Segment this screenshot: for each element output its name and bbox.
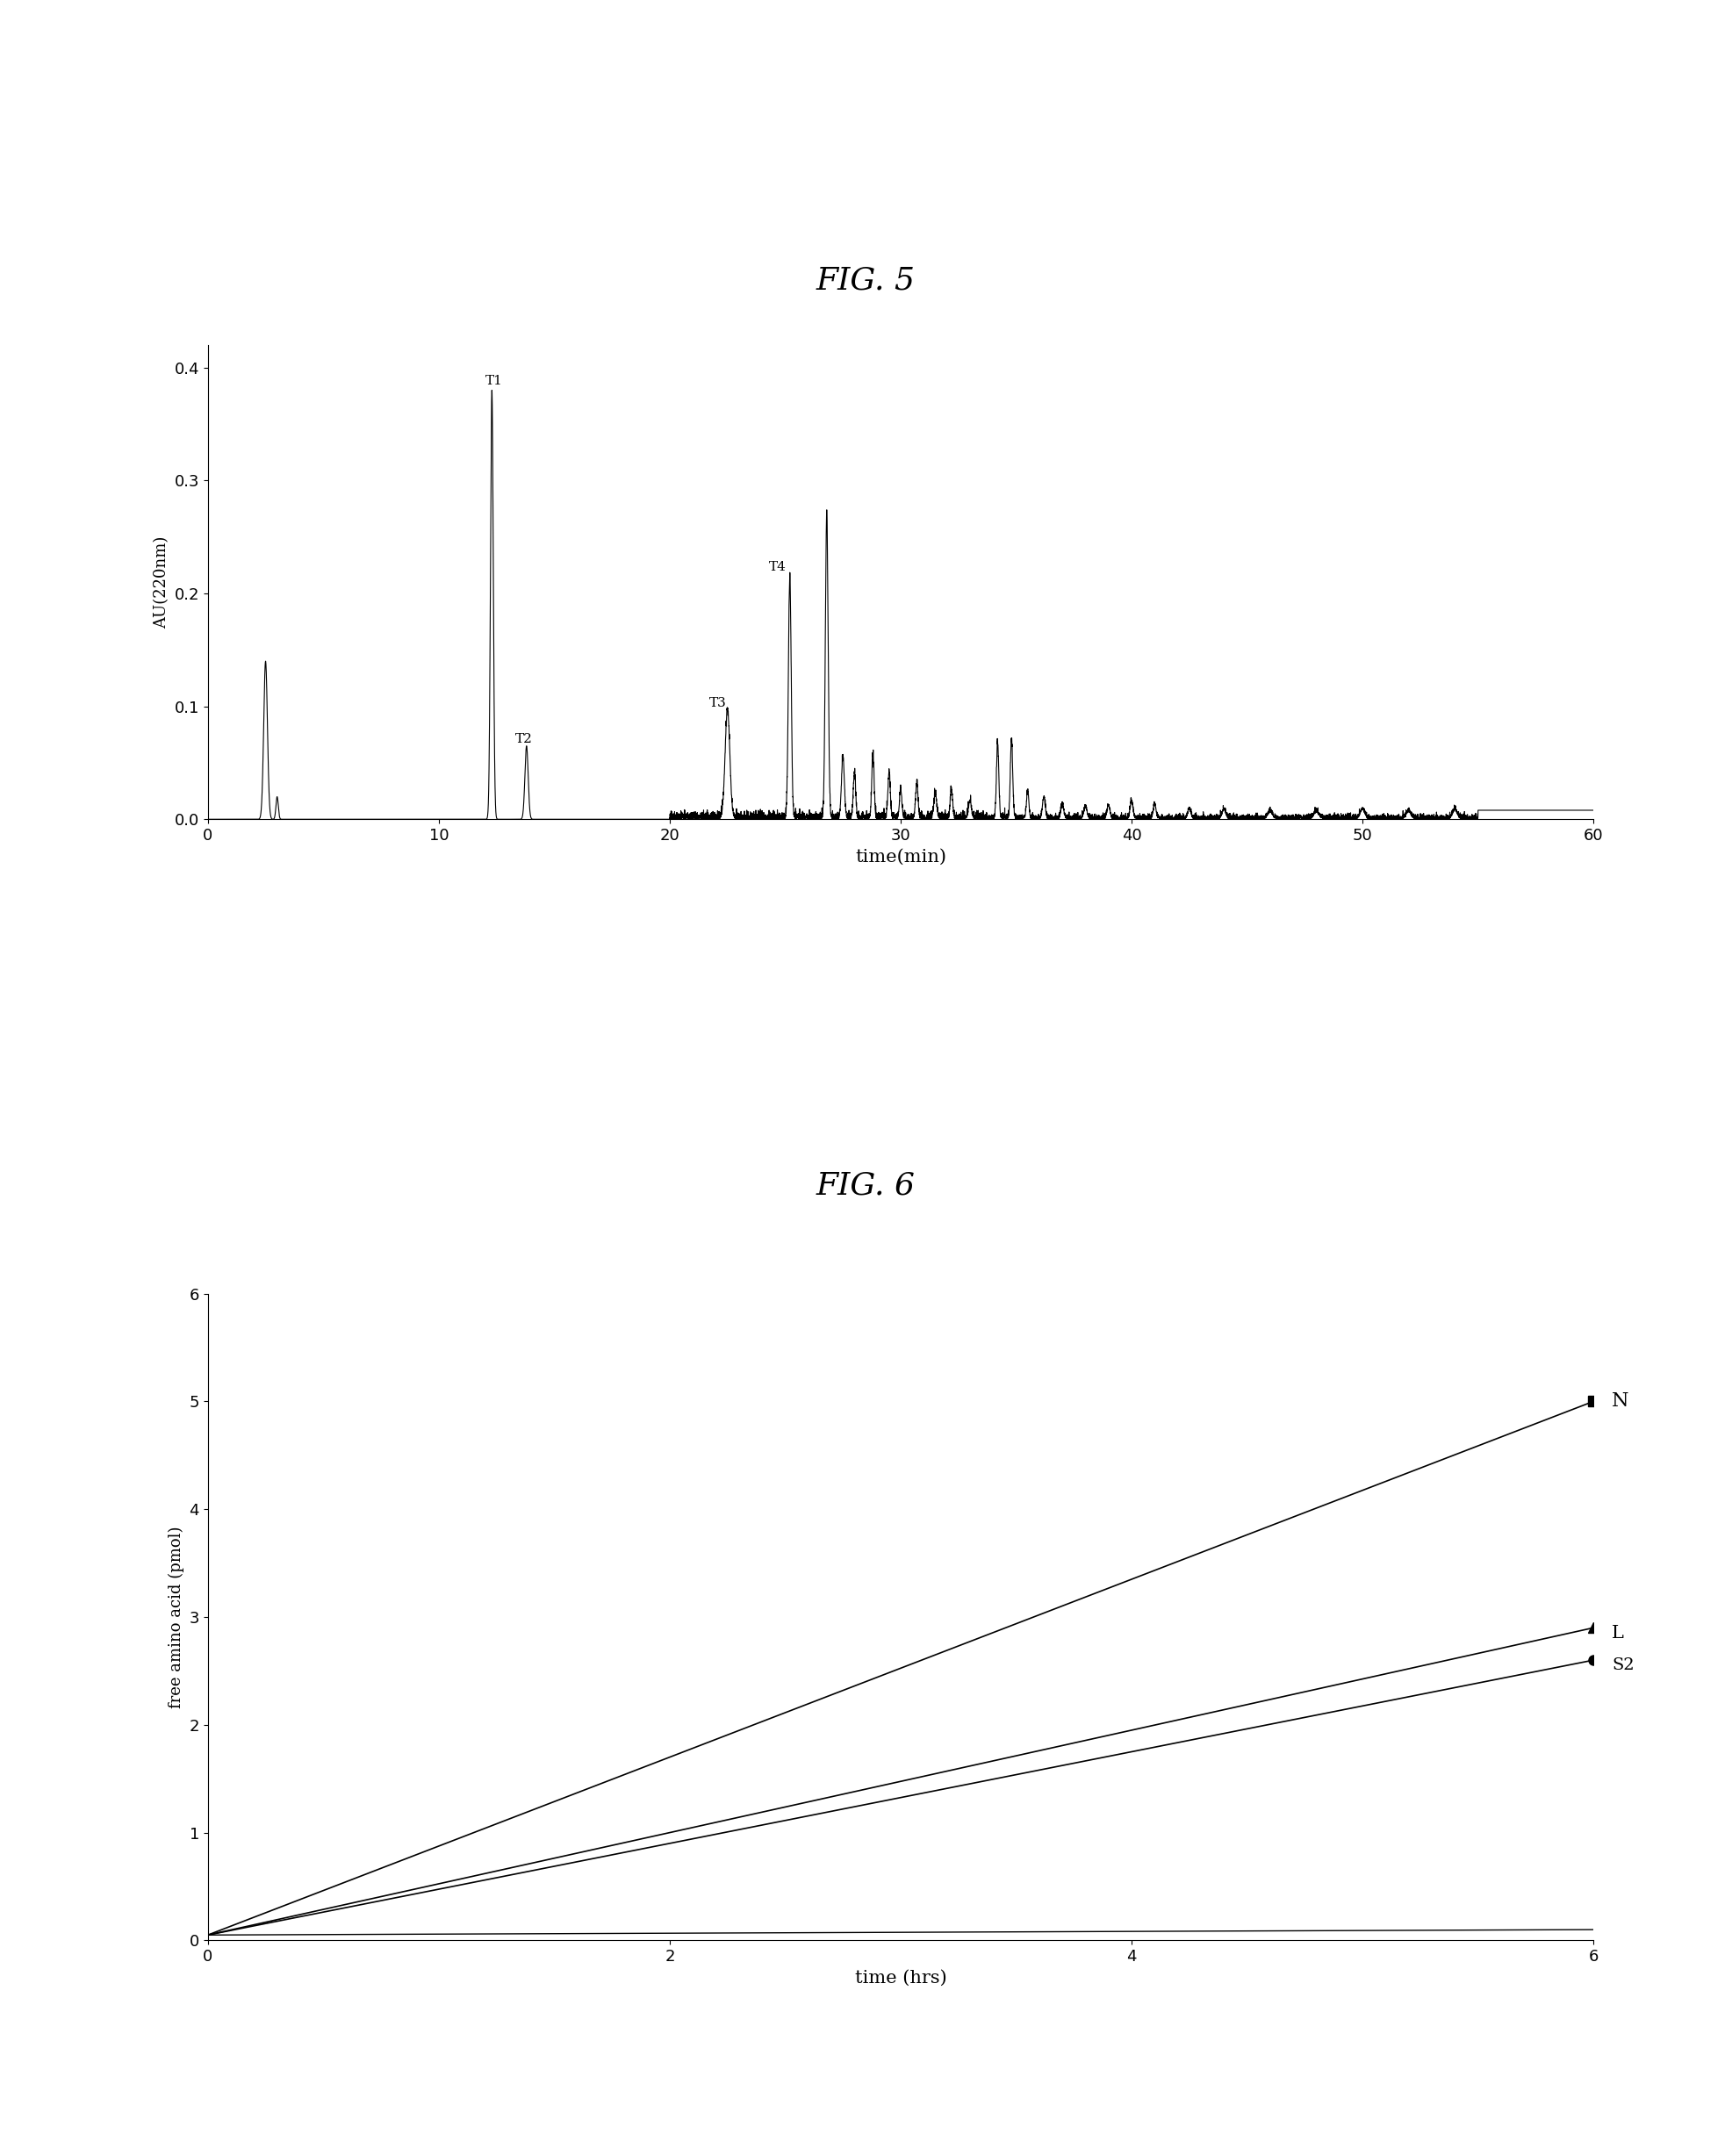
Text: T3: T3 xyxy=(708,696,726,709)
Text: FIG. 5: FIG. 5 xyxy=(816,265,916,295)
X-axis label: time (hrs): time (hrs) xyxy=(854,1971,947,1986)
X-axis label: time(min): time(min) xyxy=(856,849,946,865)
Text: T4: T4 xyxy=(769,561,786,573)
Text: N: N xyxy=(1612,1393,1630,1410)
Text: T2: T2 xyxy=(514,733,532,746)
Y-axis label: free amino acid (pmol): free amino acid (pmol) xyxy=(168,1526,184,1708)
Text: T1: T1 xyxy=(485,375,502,388)
Text: L: L xyxy=(1612,1626,1625,1641)
Text: S2: S2 xyxy=(1612,1658,1635,1673)
Y-axis label: AU(220nm): AU(220nm) xyxy=(154,537,170,627)
Text: FIG. 6: FIG. 6 xyxy=(816,1171,916,1201)
